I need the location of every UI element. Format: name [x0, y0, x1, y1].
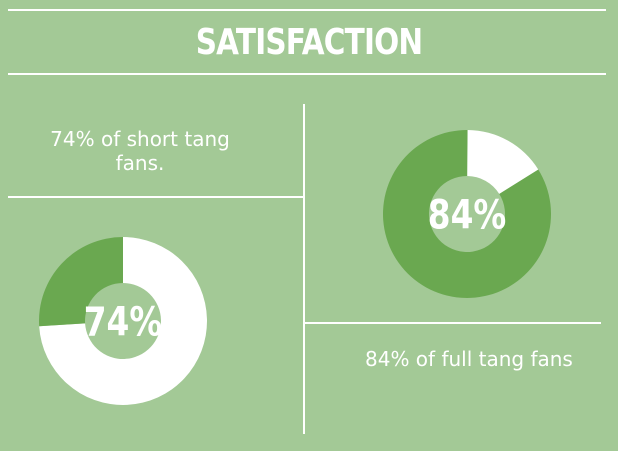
donut-chart-short-tang: 74% — [39, 237, 207, 405]
left-divider — [8, 196, 305, 198]
page-title: SATISFACTION — [195, 22, 423, 63]
caption-full-tang: 84% of full tang fans — [365, 347, 573, 371]
donut-center-label: 74% — [84, 298, 162, 345]
donut-slice-white — [39, 237, 207, 405]
right-divider — [305, 322, 601, 324]
donut-slice-green — [39, 237, 123, 327]
header-bottom-rule — [8, 73, 606, 75]
vertical-divider — [303, 104, 305, 434]
caption-short-tang: 74% of short tang fans. — [50, 127, 230, 175]
donut-slice-white — [467, 130, 539, 194]
donut-slice-green — [383, 130, 551, 298]
header-top-rule — [8, 9, 606, 11]
donut-center-label: 84% — [428, 191, 506, 238]
donut-chart-full-tang: 84% — [383, 130, 551, 298]
